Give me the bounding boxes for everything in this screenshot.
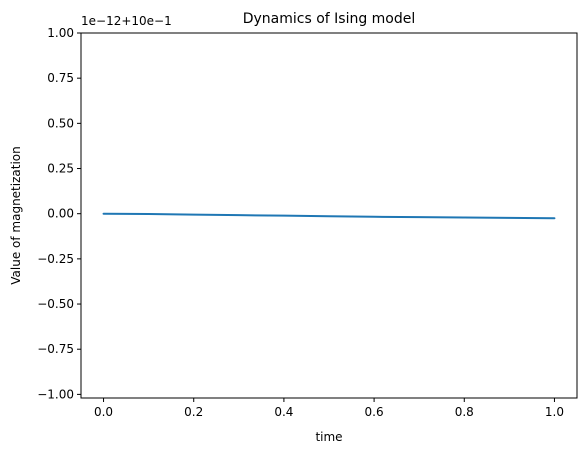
y-tick-label: 0.25 xyxy=(47,162,74,176)
x-tick-label: 0.0 xyxy=(94,405,113,419)
x-tick-label: 1.0 xyxy=(545,405,564,419)
y-tick-label: 1.00 xyxy=(47,26,74,40)
y-tick-label: −0.25 xyxy=(37,252,74,266)
y-tick-label: 0.50 xyxy=(47,116,74,130)
y-tick-label: −0.50 xyxy=(37,297,74,311)
x-tick-label: 0.8 xyxy=(455,405,474,419)
y-axis-label: Value of magnetization xyxy=(9,146,23,284)
y-tick-label: −0.75 xyxy=(37,342,74,356)
x-tick-label: 0.2 xyxy=(184,405,203,419)
y-tick-label: −1.00 xyxy=(37,387,74,401)
series-layer xyxy=(102,212,556,220)
x-axis-label: time xyxy=(315,430,342,444)
x-tick-label: 0.6 xyxy=(365,405,384,419)
y-axis-ticks: 1.00 0.75 0.50 0.25 0.00 −0.25 −0.50 −0.75 −1.00 xyxy=(37,26,81,401)
x-axis-ticks: 0.0 0.2 0.4 0.6 0.8 1.0 xyxy=(94,398,564,419)
x-tick-label: 0.4 xyxy=(274,405,293,419)
chart-title: Dynamics of Ising model xyxy=(243,11,416,27)
y-tick-label: 0.75 xyxy=(47,71,74,85)
plot-frame xyxy=(80,32,578,399)
series-line-0 xyxy=(102,212,556,220)
y-tick-label: 0.00 xyxy=(47,207,74,221)
y-axis-offset-text: 1e−12+10e−1 xyxy=(81,14,172,28)
